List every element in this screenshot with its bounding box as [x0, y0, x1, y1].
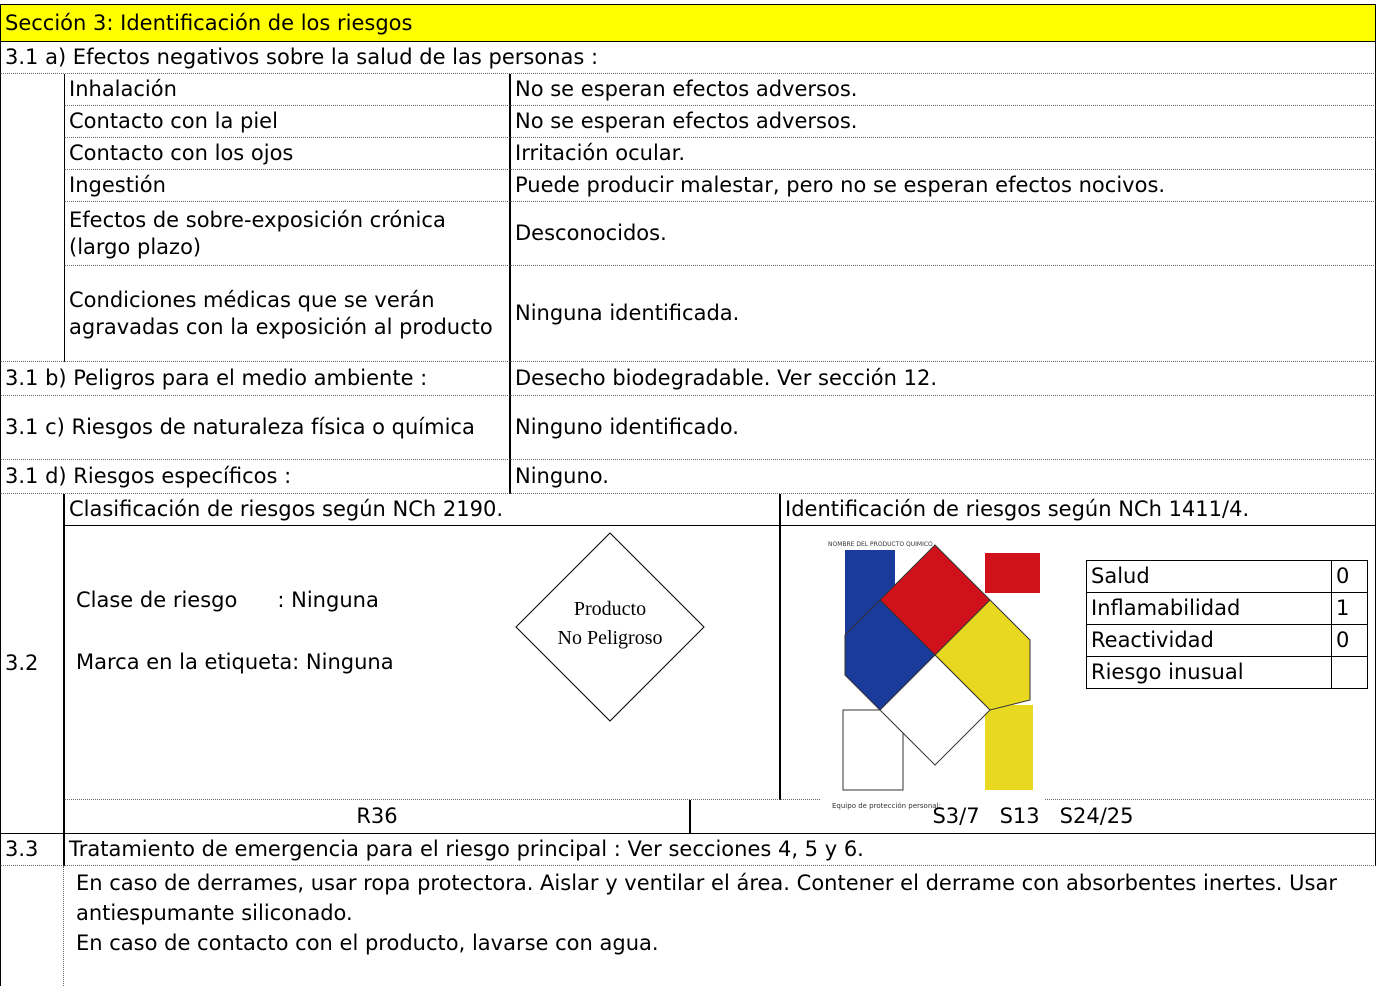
indent [0, 866, 64, 986]
effect-label: Contacto con los ojos [64, 138, 510, 170]
r-phrases: R36 [64, 800, 690, 834]
effect-value: Ninguna identificada. [510, 266, 1376, 362]
emergency-text: En caso de derrames, usar ropa protector… [76, 868, 1376, 958]
health-heading: 3.1 a) Efectos negativos sobre la salud … [0, 42, 1376, 74]
nfpa-value [1331, 656, 1368, 689]
risk-class: Clase de riesgo : Ninguna [76, 588, 379, 612]
section-number: 3.2 [0, 494, 64, 834]
effect-label: Ingestión [64, 170, 510, 202]
section-title: Sección 3: Identificación de los riesgos [0, 4, 1376, 42]
nch2190-box [64, 526, 780, 800]
label-mark: Marca en la etiqueta: Ninguna [76, 650, 394, 674]
effect-value: No se esperan efectos adversos. [510, 106, 1376, 138]
nch1411-heading: Identificación de riesgos según NCh 1411… [780, 494, 1376, 526]
effect-label: Efectos de sobre-exposición crónica (lar… [64, 202, 510, 266]
effect-label: Condiciones médicas que se verán agravad… [64, 266, 510, 362]
effect-value: Irritación ocular. [510, 138, 1376, 170]
risk-label: 3.1 b) Peligros para el medio ambiente : [0, 362, 510, 396]
section-number: 3.3 [0, 834, 64, 866]
diamond-text: Producto [574, 598, 646, 620]
nfpa-label: Reactividad [1086, 624, 1332, 657]
nfpa-value: 0 [1331, 560, 1368, 593]
nfpa-label: Salud [1086, 560, 1332, 593]
effect-value: Puede producir malestar, pero no se espe… [510, 170, 1376, 202]
effect-value: No se esperan efectos adversos. [510, 74, 1376, 106]
effect-value: Desconocidos. [510, 202, 1376, 266]
paragraph: En caso de contacto con el producto, lav… [76, 931, 659, 955]
effect-label: Contacto con la piel [64, 106, 510, 138]
nch2190-heading: Clasificación de riesgos según NCh 2190. [64, 494, 780, 526]
nfpa-value: 0 [1331, 624, 1368, 657]
diamond-text: No Peligroso [558, 627, 663, 649]
nfpa-label: Inflamabilidad [1086, 592, 1332, 625]
nfpa-product-name: NOMBRE DEL PRODUCTO QUIMICO [828, 541, 933, 548]
risk-value: Ninguno identificado. [510, 396, 1376, 460]
paragraph: En caso de derrames, usar ropa protector… [76, 871, 1337, 925]
diamond [515, 532, 705, 722]
effect-label: Inhalación [64, 74, 510, 106]
nfpa-label: Riesgo inusual [1086, 656, 1332, 689]
emergency-heading: Tratamiento de emergencia para el riesgo… [64, 834, 1376, 866]
risk-value: Desecho biodegradable. Ver sección 12. [510, 362, 1376, 396]
risk-value: Ninguno. [510, 460, 1376, 494]
risk-label: 3.1 c) Riesgos de naturaleza física o qu… [0, 396, 510, 460]
nfpa-value: 1 [1331, 592, 1368, 625]
indent [0, 74, 64, 362]
nch1411-box [780, 526, 1376, 800]
s-phrases: S3/7 S13 S24/25 [690, 800, 1376, 834]
nfpa-ppe: Equipo de protección personal: [832, 802, 941, 810]
risk-label: 3.1 d) Riesgos específicos : [0, 460, 510, 494]
nfpa-image: NOMBRE DEL PRODUCTO QUIMICO Equipo de pr… [820, 535, 1045, 810]
